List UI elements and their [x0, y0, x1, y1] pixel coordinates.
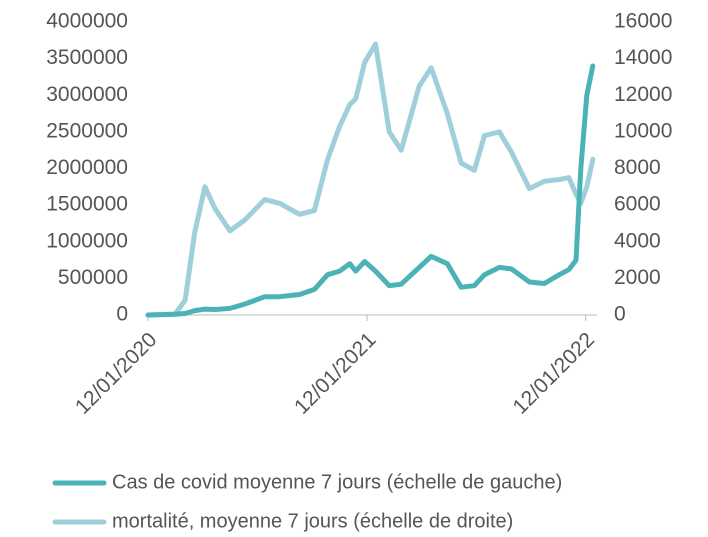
- legend: Cas de covid moyenne 7 jours (échelle de…: [52, 471, 562, 532]
- y-tick-label: 4000000: [46, 10, 128, 33]
- y2-tick-label: 16000: [614, 10, 672, 33]
- y-tick-label: 2500000: [46, 119, 128, 142]
- y-tick-label: 3000000: [46, 83, 128, 106]
- y2-tick-label: 2000: [614, 266, 661, 289]
- legend-label: Cas de covid moyenne 7 jours (échelle de…: [112, 471, 562, 493]
- y-tick-label: 1500000: [46, 193, 128, 216]
- y-tick-label: 0: [116, 303, 128, 326]
- y2-tick-label: 0: [614, 303, 626, 326]
- y2-tick-label: 4000: [614, 229, 661, 252]
- y-tick-label: 3500000: [46, 46, 128, 69]
- y2-tick-label: 10000: [614, 119, 672, 142]
- y2-tick-label: 14000: [614, 46, 672, 69]
- x-tick-label: 12/01/2021: [290, 328, 381, 419]
- y2-tick-label: 8000: [614, 156, 661, 179]
- legend-label: mortalité, moyenne 7 jours (échelle de d…: [112, 510, 513, 532]
- y-tick-label: 2000000: [46, 156, 128, 179]
- y2-tick-label: 6000: [614, 193, 661, 216]
- y-tick-label: 1000000: [46, 229, 128, 252]
- y2-tick-label: 12000: [614, 83, 672, 106]
- y-tick-label: 500000: [58, 266, 128, 289]
- x-tick-label: 12/01/2022: [508, 328, 599, 419]
- x-tick-label: 12/01/2020: [71, 328, 162, 419]
- series-line: [145, 63, 596, 318]
- series-line: [145, 41, 596, 318]
